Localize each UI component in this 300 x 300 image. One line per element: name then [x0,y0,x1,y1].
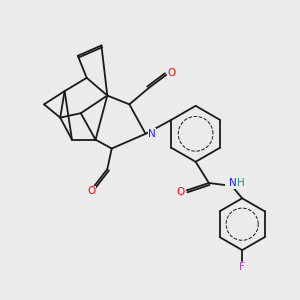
Text: O: O [167,68,175,78]
Text: F: F [239,262,245,272]
FancyBboxPatch shape [149,130,155,137]
FancyBboxPatch shape [88,188,94,194]
FancyBboxPatch shape [168,70,175,77]
FancyBboxPatch shape [239,264,245,270]
FancyBboxPatch shape [177,189,184,195]
FancyBboxPatch shape [225,180,242,189]
Text: N: N [230,178,237,188]
Text: N: N [148,129,156,139]
Text: O: O [87,186,95,196]
Text: O: O [176,187,184,197]
Text: H: H [237,178,245,188]
